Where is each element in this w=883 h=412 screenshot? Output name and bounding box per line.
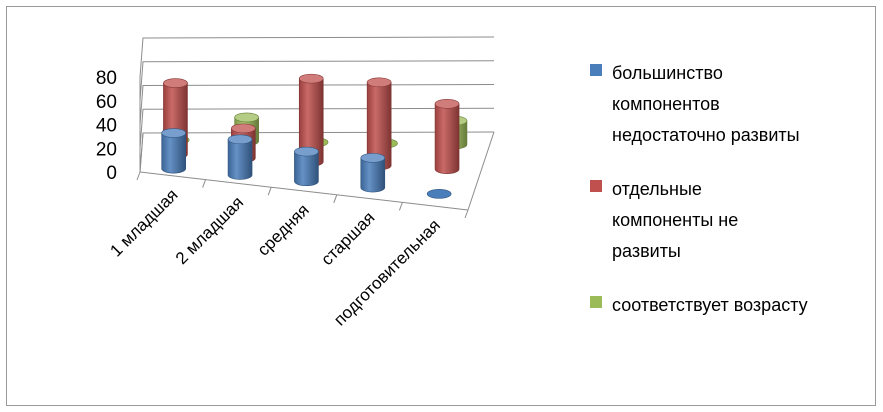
x-axis-line <box>139 171 469 211</box>
bar-1-3 <box>294 151 319 187</box>
legend-label: недостаточно развиты <box>612 125 800 145</box>
gridline <box>139 60 495 101</box>
x-tick-label: средняя <box>254 200 313 259</box>
bar-2-4-top <box>366 77 392 88</box>
x-tick-mark <box>464 209 469 219</box>
bar-2-2-top <box>231 123 256 134</box>
legend-label: соответствует возрасту <box>612 295 808 315</box>
legend-swatch <box>590 64 602 76</box>
bar-1-2-top <box>227 134 253 145</box>
bar-1-4 <box>360 157 386 193</box>
legend-label: развиты <box>612 241 681 261</box>
bar-1-1-top <box>161 128 186 138</box>
y-tick-label: 0 <box>106 163 117 184</box>
y-tick-label: 60 <box>96 92 117 113</box>
x-tick-label: старшая <box>317 208 378 269</box>
bar-1-1 <box>161 132 186 174</box>
x-tick-mark <box>333 194 338 203</box>
x-tick-label: 2 младшая <box>172 193 247 268</box>
bar-2-3-top <box>298 73 324 84</box>
bar-2-5-top <box>434 99 460 109</box>
legend-label: большинство <box>612 63 723 83</box>
bar-1-5 <box>426 189 452 199</box>
x-tick-mark <box>267 187 272 196</box>
y-tick-label: 20 <box>96 139 117 160</box>
x-tick-label: 1 младшая <box>106 185 181 260</box>
legend-label: компоненты не <box>612 210 738 230</box>
gridline <box>139 36 495 78</box>
bar-2-1-top <box>163 78 188 88</box>
x-tick-mark <box>202 179 207 188</box>
bar-2-5 <box>434 103 460 174</box>
y-tick-label: 80 <box>96 68 117 89</box>
bar-1-2 <box>227 139 253 180</box>
legend-swatch <box>590 180 602 192</box>
x-tick-mark <box>398 202 403 211</box>
legend-swatch <box>590 296 602 308</box>
legend-label: компонентов <box>612 94 720 114</box>
bar-1-3-top <box>294 146 319 157</box>
legend-label: отдельные <box>612 179 702 199</box>
floor-edge <box>467 131 495 211</box>
bar-1-4-top <box>360 153 386 163</box>
y-tick-label: 40 <box>96 116 117 137</box>
x-tick-mark <box>136 171 141 181</box>
chart-frame <box>6 6 876 406</box>
bar-3-2-top <box>234 112 259 123</box>
